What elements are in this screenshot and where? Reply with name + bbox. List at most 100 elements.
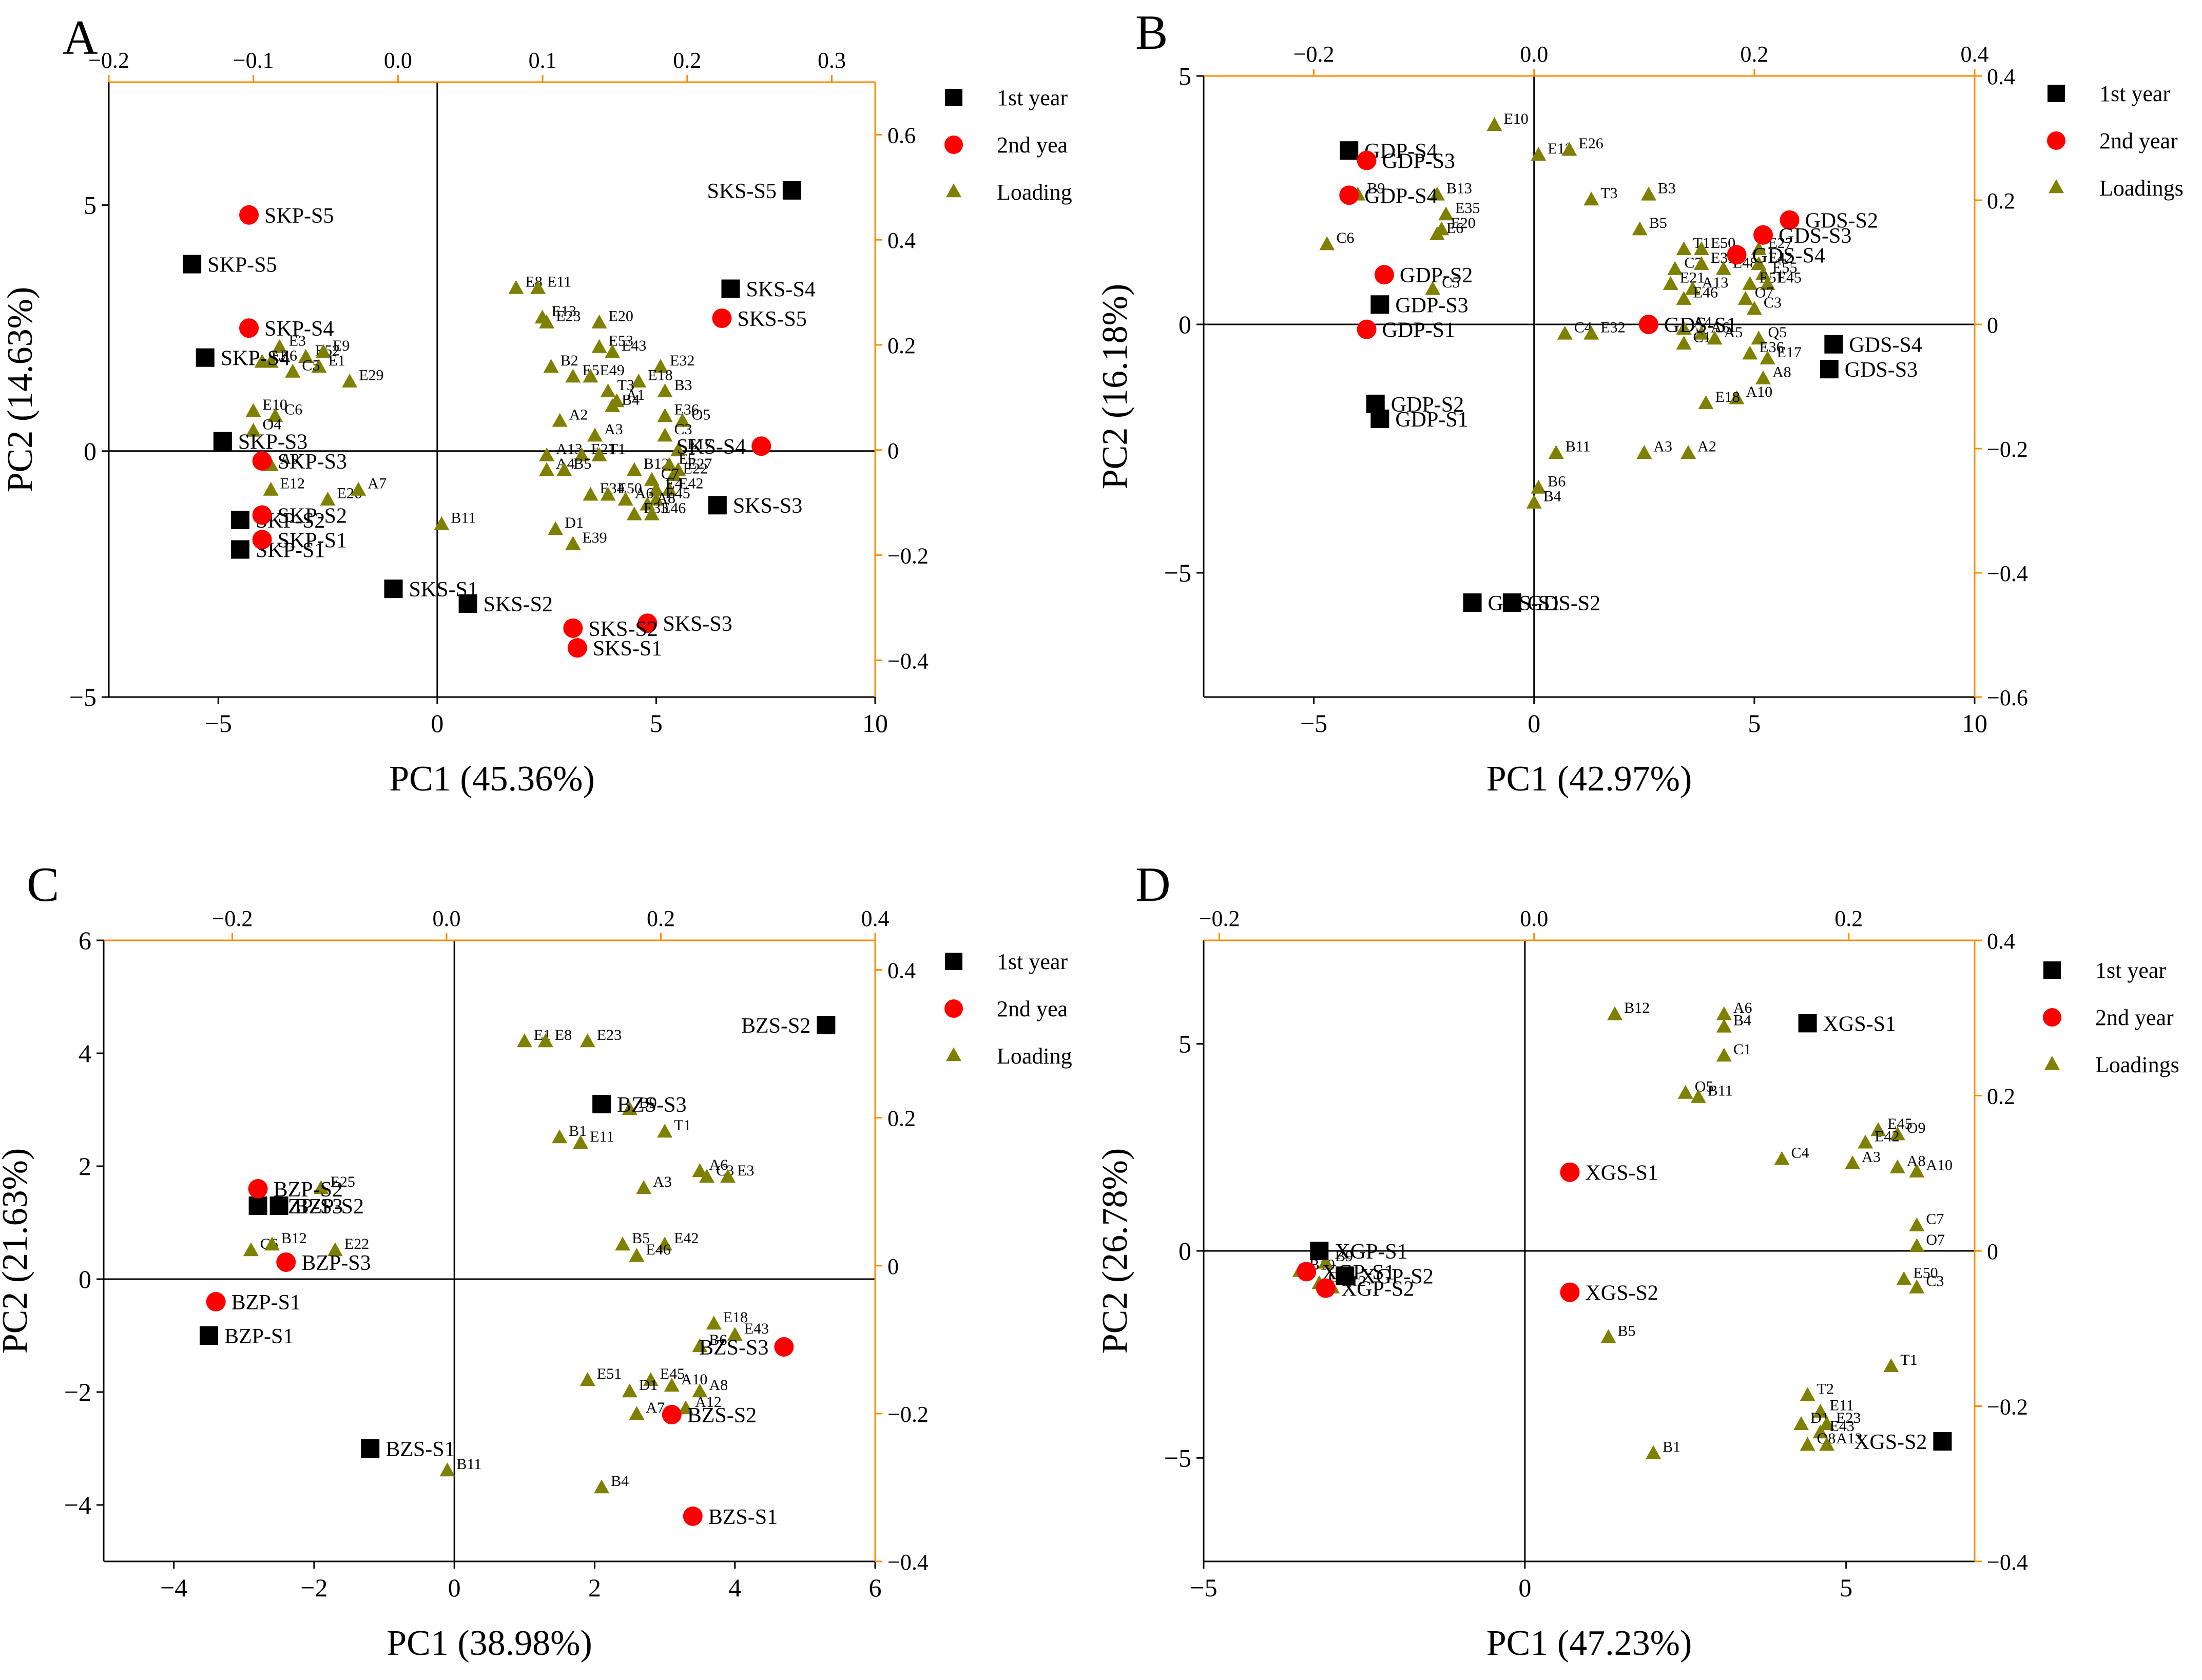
score-label-year2: SKS-S3: [663, 612, 732, 636]
loading-point: [1896, 1271, 1912, 1285]
loading-point: [1636, 445, 1652, 459]
x-tick-label: −5: [1300, 709, 1327, 738]
loading-point: [640, 496, 655, 511]
loading-label: A10: [1746, 383, 1773, 400]
panel-b: B −5 0 5 10 −5 0 5 −0.2 0.0 0.2 0.4 −0.6 −0.4 −0.2 0 0.2…: [1095, 5, 2184, 799]
loading-point: [1746, 301, 1762, 315]
loading-label: O7: [1926, 1231, 1945, 1248]
loading-label: B4: [611, 1473, 629, 1490]
loading-label: B11: [457, 1456, 482, 1473]
loading-point: [662, 481, 678, 496]
loading-label: E5: [679, 451, 696, 468]
score-point-year2: [567, 638, 587, 658]
legend-marker-loading: [2044, 1056, 2060, 1070]
loading-point: [1889, 1159, 1905, 1173]
top-x-tick-label: 0.2: [1740, 42, 1768, 67]
score-label-year1: BZS-S2: [741, 1014, 810, 1038]
loading-label: E13: [552, 303, 576, 320]
legend-label: Loadings: [2095, 1052, 2179, 1077]
y-tick-label: 5: [84, 191, 96, 220]
legend-c: 1st year 2nd yea Loading: [944, 949, 1072, 1069]
score-point-year2: [252, 451, 272, 471]
loading-label: E29: [359, 367, 383, 384]
score-point-year2: [683, 1507, 703, 1526]
right-y-tick-label: −0.4: [1987, 561, 2028, 586]
loading-label: E33: [644, 499, 668, 516]
score-label-year1: GDS-S3: [1845, 358, 1918, 382]
loading-point: [539, 447, 555, 461]
top-x-tick-label: 0.0: [1520, 906, 1548, 931]
loading-label: D1: [639, 1377, 658, 1394]
panel-letter-a: A: [63, 10, 98, 65]
loading-label: A13: [1702, 274, 1729, 291]
score-point-year1: [269, 1196, 288, 1215]
score-label-year1: SKP-S4: [221, 347, 290, 371]
loading-point: [516, 1033, 532, 1048]
loading-label: B9: [1335, 1248, 1353, 1265]
score-label-year1: SKS-S2: [484, 593, 553, 616]
score-point-year1: [721, 279, 740, 298]
loading-point: [267, 408, 283, 422]
loading-point: [580, 1372, 595, 1386]
loading-point: [243, 1242, 259, 1257]
loading-point: [644, 506, 660, 520]
x-tick-label: −4: [160, 1573, 187, 1602]
loading-label: E55: [1772, 259, 1797, 276]
y-axis-label: PC2 (16.18%): [1095, 284, 1135, 490]
legend-label: Loading: [997, 1044, 1072, 1069]
loading-label: E23: [597, 1027, 622, 1044]
x-tick-label: 10: [1962, 709, 1987, 738]
score-label-year2: GDP-S2: [1400, 264, 1473, 287]
loading-label: E1: [329, 352, 345, 369]
loading-label: A6: [635, 485, 654, 502]
loading-label: B13: [1446, 180, 1472, 197]
top-x-tick-label: 0.3: [818, 48, 846, 73]
right-y-tick-label: 0: [1987, 313, 1998, 338]
score-point-year2: [1339, 185, 1359, 205]
score-point-year1: [1820, 360, 1839, 379]
score-point-year2: [252, 530, 272, 550]
loading-point: [1812, 1403, 1828, 1418]
loading-point: [580, 1033, 595, 1048]
score-label-year2: GDS-S4: [1752, 244, 1825, 267]
y-axis-label: PC2 (26.78%): [1095, 1148, 1135, 1354]
score-point-year1: [1310, 1242, 1329, 1260]
loading-label: B9: [639, 1094, 657, 1111]
y-axis-label: PC2 (14.63%): [1, 287, 40, 493]
y-tick-label: −2: [64, 1378, 91, 1406]
score-label-year1: SKS-S5: [707, 180, 776, 203]
right-y-tick-label: −0.2: [1987, 437, 2028, 462]
loading-point: [644, 472, 660, 486]
score-label-year2: BZP-S3: [301, 1251, 371, 1275]
loading-label: B1: [569, 1123, 587, 1140]
score-point-year2: [1753, 225, 1773, 245]
right-y-tick-label: −0.2: [887, 544, 929, 569]
y-tick-label: 4: [79, 1039, 91, 1068]
loading-label: E36: [674, 401, 699, 418]
top-x-tick-label: −0.2: [212, 906, 253, 931]
loading-point: [1685, 281, 1701, 295]
loading-label: B11: [451, 510, 476, 527]
score-point-year2: [239, 205, 259, 225]
score-point-year2: [638, 613, 658, 633]
loading-label: C7: [661, 465, 679, 482]
loading-point: [552, 413, 568, 427]
loading-point: [1755, 266, 1771, 280]
loading-label: C1: [1733, 1041, 1751, 1058]
loading-label: C5: [302, 357, 320, 374]
top-x-tick-label: 0.2: [673, 48, 701, 73]
loading-point: [1690, 1089, 1706, 1103]
panel-letter-b: B: [1135, 5, 1168, 60]
score-label-year2: SKP-S4: [264, 317, 334, 341]
loading-point: [1909, 1279, 1925, 1293]
loading-point: [556, 462, 572, 476]
loading-point: [1561, 142, 1577, 156]
loading-point: [508, 280, 524, 294]
x-tick-label: 5: [650, 709, 663, 738]
loading-point: [1583, 325, 1599, 340]
score-point-year1: [213, 432, 232, 451]
score-label-year2: SKP-S3: [278, 450, 347, 474]
y-tick-label: 5: [1179, 62, 1191, 90]
loading-label: C6: [1336, 229, 1354, 246]
right-y-tick-label: 0.4: [887, 958, 916, 983]
